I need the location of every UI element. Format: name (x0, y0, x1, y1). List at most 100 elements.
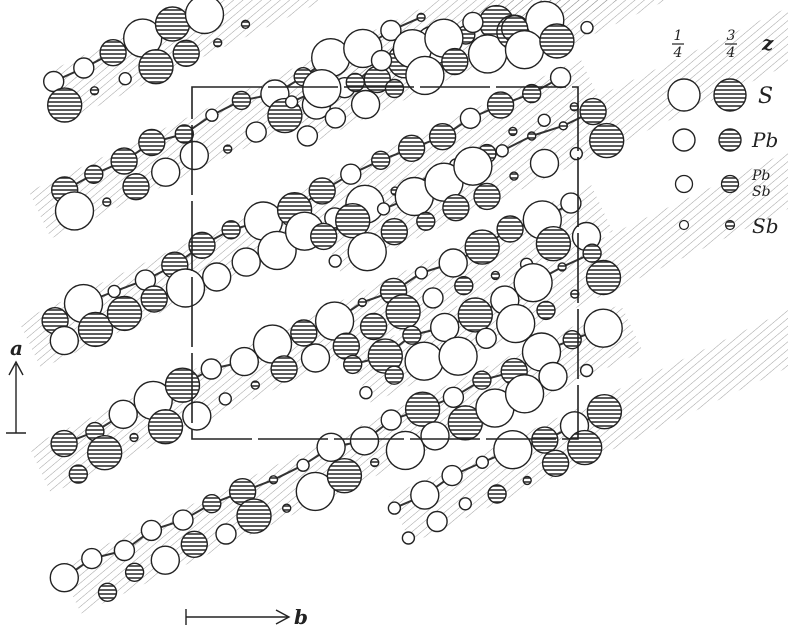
atom-17 (110, 147, 138, 175)
atom-199 (557, 262, 567, 272)
atom-220 (539, 23, 575, 59)
atom-213 (531, 426, 559, 454)
legend-pbsb-three-quarter (720, 174, 740, 194)
legend-three-quarter-den: 4 (726, 45, 736, 61)
atom-106 (490, 270, 501, 281)
atom-203 (387, 501, 402, 515)
atom-25 (231, 90, 252, 111)
atom-87 (200, 358, 223, 380)
atom-19 (138, 128, 166, 157)
atom-103 (438, 248, 468, 278)
atom-101 (414, 266, 429, 280)
atom-186 (359, 386, 373, 400)
atom-94 (300, 343, 331, 373)
atom-156 (384, 78, 405, 99)
atom-170 (380, 217, 408, 246)
atom-178 (509, 171, 519, 181)
atom-116 (113, 539, 136, 562)
legend-pb-quarter (672, 128, 696, 152)
atom-134 (380, 409, 402, 431)
atom-219 (504, 30, 545, 70)
atom-193 (457, 297, 493, 333)
atom-197 (513, 263, 553, 303)
atom-172 (416, 211, 436, 232)
atom-167 (335, 202, 371, 239)
atom-180 (529, 148, 560, 179)
atom-56 (257, 230, 297, 271)
atom-161 (462, 11, 484, 34)
atom-125 (236, 498, 272, 534)
atom-130 (316, 432, 346, 462)
atom-8 (154, 6, 191, 42)
atom-26 (245, 121, 267, 143)
atom-208 (458, 497, 472, 511)
atom-140 (472, 370, 492, 390)
atom-35 (380, 19, 402, 42)
legend-s-quarter (667, 78, 701, 112)
atom-136 (404, 391, 441, 427)
atom-128 (296, 458, 310, 472)
atoms (41, 0, 625, 602)
atom-115 (97, 582, 118, 602)
atom-4 (99, 39, 127, 67)
atom-24 (222, 144, 233, 154)
atom-97 (357, 297, 367, 308)
atom-184 (589, 122, 625, 159)
atom-176 (473, 182, 501, 211)
atom-9 (172, 39, 200, 67)
legend-pb-label: Pb (751, 128, 778, 152)
atom-16 (102, 197, 112, 207)
atom-152 (324, 107, 347, 129)
atom-54 (231, 247, 261, 277)
atom-190 (404, 341, 444, 381)
atom-113 (49, 563, 80, 593)
atom-158 (405, 55, 445, 96)
atom-150 (296, 125, 319, 147)
atom-74 (537, 113, 551, 128)
atom-98 (359, 312, 388, 341)
axis-a-label: a (10, 336, 23, 360)
atom-204 (401, 531, 416, 545)
atom-149 (284, 95, 299, 109)
legend-row-pb: Pb (672, 128, 778, 152)
atom-160 (441, 47, 469, 76)
atom-51 (188, 231, 216, 260)
atom-126 (268, 475, 279, 485)
atom-121 (180, 530, 209, 558)
legend-s-label: S (758, 84, 773, 109)
structure-projection (19, 0, 788, 614)
legend-row-s: S (667, 78, 773, 112)
atom-15 (84, 164, 104, 185)
atom-192 (438, 336, 478, 376)
atom-146 (562, 330, 582, 350)
atom-131 (326, 458, 363, 494)
atom-104 (454, 276, 474, 296)
atom-196 (496, 303, 536, 344)
atom-23 (205, 108, 219, 122)
axis-b-label: b (294, 605, 308, 629)
atom-107 (496, 215, 524, 243)
legend-z-header: 1 4 3 4 z (672, 28, 774, 61)
band-6 (319, 7, 788, 274)
atom-153 (345, 72, 365, 93)
atom-53 (221, 220, 241, 240)
legend-sb-quarter (678, 219, 690, 231)
atom-67 (428, 122, 457, 151)
atom-88 (218, 392, 233, 406)
atom-147 (579, 363, 594, 378)
atom-183 (579, 97, 607, 126)
legend-quarter-den: 4 (673, 45, 683, 61)
atom-93 (290, 319, 318, 347)
atom-45 (107, 284, 121, 299)
atom-166 (328, 254, 342, 268)
atom-76 (569, 102, 579, 112)
atom-114 (81, 547, 103, 570)
atom-143 (504, 374, 545, 414)
legend-sb-label: Sb (752, 214, 779, 238)
atom-59 (308, 177, 336, 205)
atom-65 (397, 134, 426, 163)
atom-18 (122, 172, 150, 201)
legend-pb-three-quarter (718, 128, 742, 152)
atom-84 (147, 409, 184, 445)
atom-102 (422, 287, 444, 309)
